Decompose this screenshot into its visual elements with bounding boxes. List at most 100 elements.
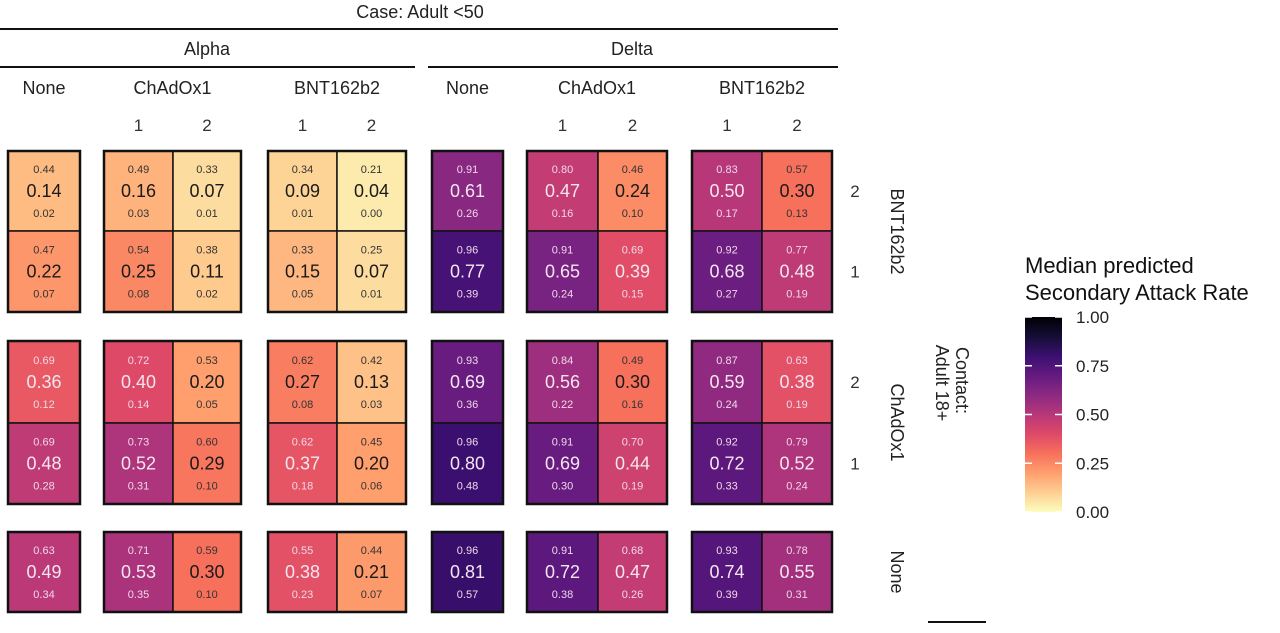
case-vaccine-label: None xyxy=(446,78,489,98)
cell-lower-value: 0.00 xyxy=(361,208,382,220)
cell-median-value: 0.49 xyxy=(26,562,61,582)
cell-median-value: 0.38 xyxy=(285,562,320,582)
cell-lower-value: 0.23 xyxy=(292,589,313,601)
cell-upper-value: 0.69 xyxy=(33,437,54,449)
cell-median-value: 0.07 xyxy=(189,181,224,201)
cell-median-value: 0.69 xyxy=(450,372,485,392)
cell-upper-value: 0.33 xyxy=(196,164,217,176)
cell-lower-value: 0.14 xyxy=(128,399,149,411)
cell-fill xyxy=(103,230,174,313)
heatmap-cell: 0.70 0.44 0.19 xyxy=(597,422,668,505)
cell-lower-value: 0.28 xyxy=(33,481,54,493)
cell-fill xyxy=(431,531,504,613)
cell-median-value: 0.20 xyxy=(354,454,389,474)
contact-dose-label: 1 xyxy=(850,455,859,474)
cell-fill xyxy=(336,230,407,313)
cell-upper-value: 0.70 xyxy=(622,437,643,449)
heatmap-cell: 0.46 0.24 0.10 xyxy=(597,150,668,232)
cell-median-value: 0.36 xyxy=(26,372,61,392)
cell-median-value: 0.68 xyxy=(709,262,744,282)
heatmap-cell: 0.91 0.61 0.26 xyxy=(431,150,504,232)
cell-upper-value: 0.78 xyxy=(786,545,807,557)
heatmap-cell: 0.73 0.52 0.31 xyxy=(103,422,174,505)
case-vaccine-label: ChAdOx1 xyxy=(558,78,636,98)
cell-median-value: 0.39 xyxy=(615,262,650,282)
heatmap-cell: 0.92 0.68 0.27 xyxy=(691,230,763,313)
heatmap-cell: 0.93 0.74 0.39 xyxy=(691,531,763,613)
cell-upper-value: 0.77 xyxy=(786,245,807,257)
heatmap-cell: 0.87 0.59 0.24 xyxy=(691,340,763,424)
heatmap-cell: 0.91 0.69 0.30 xyxy=(526,422,599,505)
panel-border xyxy=(690,149,834,314)
cell-upper-value: 0.62 xyxy=(292,355,313,367)
cell-median-value: 0.56 xyxy=(545,372,580,392)
legend-title-line: Secondary Attack Rate xyxy=(1025,280,1249,305)
cell-median-value: 0.44 xyxy=(615,454,650,474)
cell-upper-value: 0.33 xyxy=(292,245,313,257)
cell-lower-value: 0.05 xyxy=(196,399,217,411)
cell-lower-value: 0.13 xyxy=(786,208,807,220)
cell-upper-value: 0.91 xyxy=(457,164,478,176)
cell-upper-value: 0.91 xyxy=(552,245,573,257)
case-vaccine-label: None xyxy=(22,78,65,98)
cell-upper-value: 0.72 xyxy=(128,355,149,367)
panel-border xyxy=(6,339,82,506)
cell-median-value: 0.25 xyxy=(121,262,156,282)
cell-lower-value: 0.48 xyxy=(457,481,478,493)
cell-upper-value: 0.69 xyxy=(33,355,54,367)
cell-median-value: 0.52 xyxy=(121,454,156,474)
cell-median-value: 0.22 xyxy=(26,262,61,282)
cell-median-value: 0.74 xyxy=(709,562,744,582)
cell-upper-value: 0.92 xyxy=(716,437,737,449)
cell-median-value: 0.30 xyxy=(189,562,224,582)
cell-median-value: 0.48 xyxy=(779,262,814,282)
cell-lower-value: 0.17 xyxy=(716,208,737,220)
cell-upper-value: 0.73 xyxy=(128,437,149,449)
cell-fill xyxy=(103,340,174,424)
heatmap-cell: 0.47 0.22 0.07 xyxy=(7,230,81,313)
cell-upper-value: 0.45 xyxy=(361,437,382,449)
heatmap-cell: 0.71 0.53 0.35 xyxy=(103,531,174,613)
cell-median-value: 0.27 xyxy=(285,372,320,392)
row-facet-title-line2: Adult 18+ xyxy=(932,345,952,422)
heatmap-cell: 0.55 0.38 0.23 xyxy=(267,531,338,613)
cell-upper-value: 0.96 xyxy=(457,437,478,449)
cell-lower-value: 0.02 xyxy=(33,208,54,220)
cell-lower-value: 0.19 xyxy=(786,289,807,301)
heatmap-cell: 0.77 0.48 0.19 xyxy=(761,230,833,313)
cell-upper-value: 0.83 xyxy=(716,164,737,176)
cell-median-value: 0.11 xyxy=(190,262,224,282)
heatmap-cell: 0.38 0.11 0.02 xyxy=(172,230,242,313)
cell-lower-value: 0.10 xyxy=(196,481,217,493)
cell-lower-value: 0.08 xyxy=(292,399,313,411)
cell-lower-value: 0.16 xyxy=(552,208,573,220)
heatmap-cell: 0.62 0.37 0.18 xyxy=(267,422,338,505)
cell-upper-value: 0.63 xyxy=(33,545,54,557)
case-dose-label: 1 xyxy=(134,116,143,135)
cell-fill xyxy=(597,422,668,505)
cell-upper-value: 0.21 xyxy=(361,164,382,176)
row-facet-title: Contact: Adult 18+ xyxy=(932,345,972,422)
cell-median-value: 0.30 xyxy=(615,372,650,392)
cell-lower-value: 0.26 xyxy=(622,589,643,601)
cell-median-value: 0.69 xyxy=(545,454,580,474)
heatmap-cell: 0.63 0.49 0.34 xyxy=(7,531,81,613)
cell-upper-value: 0.93 xyxy=(457,355,478,367)
cell-upper-value: 0.96 xyxy=(457,545,478,557)
cell-lower-value: 0.12 xyxy=(33,399,54,411)
cell-lower-value: 0.01 xyxy=(361,289,382,301)
heatmap-cell: 0.33 0.15 0.05 xyxy=(267,230,338,313)
contact-vaccine-label: BNT162b2 xyxy=(887,188,907,274)
cell-upper-value: 0.63 xyxy=(786,355,807,367)
cell-median-value: 0.21 xyxy=(354,562,389,582)
cell-fill xyxy=(597,230,668,313)
panel-border xyxy=(266,339,408,506)
heatmap-cell: 0.45 0.20 0.06 xyxy=(336,422,407,505)
legend-title-line: Median predicted xyxy=(1025,253,1194,278)
cell-lower-value: 0.19 xyxy=(622,481,643,493)
case-vaccine-label: BNT162b2 xyxy=(294,78,380,98)
cell-fill xyxy=(267,340,338,424)
case-dose-label: 1 xyxy=(558,116,567,135)
contact-dose-label: 1 xyxy=(850,263,859,282)
